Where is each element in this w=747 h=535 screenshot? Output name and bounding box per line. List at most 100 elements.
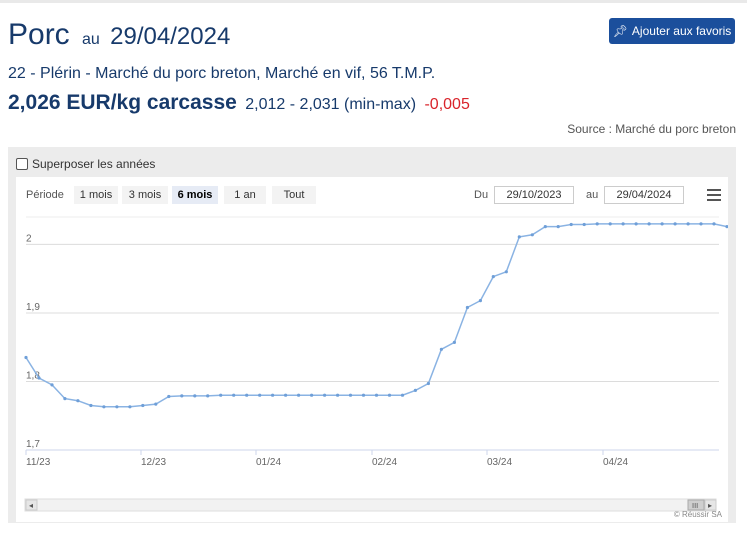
checkbox-icon[interactable]	[16, 158, 28, 170]
pin-icon: 📌︎	[612, 24, 628, 38]
range-button-3m[interactable]: 3 mois	[122, 186, 168, 204]
overlay-years-toggle[interactable]: Superposer les années	[16, 157, 155, 171]
data-point[interactable]	[660, 222, 664, 226]
data-point[interactable]	[76, 399, 80, 403]
credit-text: © Réussir SA	[673, 510, 722, 519]
x-tick-label: 04/24	[603, 457, 628, 468]
scroll-right-icon: ▸	[708, 501, 712, 510]
data-point[interactable]	[141, 403, 145, 408]
data-point[interactable]	[167, 394, 171, 399]
data-point[interactable]	[686, 222, 690, 226]
page-title: Porc au 29/04/2024	[8, 18, 230, 52]
data-point[interactable]	[543, 225, 547, 229]
data-point[interactable]	[232, 393, 236, 397]
scroll-right-button[interactable]	[704, 499, 717, 511]
data-point[interactable]	[608, 222, 612, 226]
current-price: 2,026 EUR/kg carcasse	[8, 91, 237, 114]
data-point[interactable]	[595, 222, 599, 226]
to-date-input[interactable]: 29/04/2024	[604, 186, 684, 204]
data-point[interactable]	[530, 233, 534, 237]
data-point[interactable]	[323, 393, 327, 397]
data-point[interactable]	[115, 405, 119, 409]
data-point[interactable]	[374, 393, 379, 397]
data-point[interactable]	[336, 393, 340, 397]
data-point[interactable]	[348, 393, 353, 397]
data-point[interactable]	[258, 393, 262, 397]
add-favorite-label: Ajouter aux favoris	[631, 24, 732, 38]
data-point[interactable]	[50, 383, 54, 387]
data-point[interactable]	[556, 225, 560, 229]
data-point[interactable]	[582, 222, 586, 227]
data-point[interactable]	[361, 393, 366, 397]
data-point[interactable]	[128, 405, 132, 409]
au-label: au	[82, 31, 100, 48]
data-point[interactable]	[491, 275, 495, 279]
market-subtitle: 22 - Plérin - Marché du porc breton, Mar…	[8, 65, 436, 82]
data-point[interactable]	[569, 222, 573, 227]
scroll-left-button[interactable]	[25, 499, 38, 511]
data-point[interactable]	[284, 393, 288, 397]
data-point[interactable]	[712, 222, 716, 226]
to-label: au	[586, 189, 599, 201]
data-point[interactable]	[102, 405, 106, 409]
grip-icon: III	[692, 502, 698, 510]
data-point[interactable]	[154, 402, 158, 406]
y-tick-label: 1,7	[26, 439, 40, 450]
range-button-1m[interactable]: 1 mois	[74, 186, 118, 204]
data-point[interactable]	[426, 381, 430, 386]
data-point[interactable]	[725, 225, 728, 229]
chart-menu-icon[interactable]	[707, 189, 721, 201]
data-point[interactable]	[297, 393, 301, 397]
range-button-1y[interactable]: 1 an	[224, 186, 266, 204]
data-point[interactable]	[310, 393, 314, 397]
range-button-6m[interactable]: 6 mois	[172, 186, 218, 204]
price-delta: -0,005	[424, 96, 470, 113]
data-point[interactable]	[206, 394, 210, 398]
periode-label: Période	[26, 189, 64, 201]
data-point[interactable]	[699, 222, 703, 226]
price-series-line	[25, 223, 728, 408]
data-point[interactable]	[452, 340, 456, 344]
from-label: Du	[474, 189, 489, 201]
from-date-input[interactable]: 29/10/2023	[494, 186, 574, 204]
data-point[interactable]	[245, 393, 249, 397]
chart-panel: Superposer les années Période 1 mois 3 m…	[8, 147, 736, 523]
data-point[interactable]	[634, 222, 638, 226]
price-chart: 1,7 1,8 1,9 2 11/23 12/23 01/24 02/24 03/24 04/2…	[24, 216, 728, 512]
data-point[interactable]	[465, 305, 469, 310]
data-point[interactable]	[37, 376, 41, 380]
navigator-scrollbar[interactable]	[24, 498, 717, 512]
price-min-max: 2,012 - 2,031 (min-max)	[245, 96, 417, 113]
x-tick-label: 11/23	[26, 457, 51, 468]
x-tick-label: 03/24	[487, 457, 512, 468]
data-point[interactable]	[387, 393, 392, 397]
scroll-left-icon: ◂	[29, 501, 33, 510]
x-tick-label: 12/23	[141, 457, 166, 468]
y-tick-label: 1,9	[26, 302, 40, 313]
source-note: Source : Marché du porc breton	[567, 122, 736, 136]
data-point[interactable]	[647, 222, 651, 226]
price-date: 29/04/2024	[110, 23, 231, 50]
data-point[interactable]	[219, 393, 223, 397]
data-point[interactable]	[180, 394, 184, 398]
data-point[interactable]	[413, 388, 417, 392]
product-name: Porc	[8, 18, 70, 51]
x-tick-label: 02/24	[372, 457, 397, 468]
data-point[interactable]	[24, 355, 28, 360]
scroll-thumb[interactable]	[687, 499, 705, 511]
add-favorite-button[interactable]: 📌︎ Ajouter aux favoris	[609, 18, 735, 44]
range-button-all[interactable]: Tout	[272, 186, 316, 204]
price-line: 2,026 EUR/kg carcasse 2,012 - 2,031 (min…	[8, 91, 470, 115]
data-point[interactable]	[271, 393, 275, 397]
data-point[interactable]	[63, 397, 67, 401]
chart-area: Période 1 mois 3 mois 6 mois 1 an Tout D…	[16, 177, 728, 522]
data-point[interactable]	[439, 347, 443, 351]
data-point[interactable]	[504, 270, 508, 274]
data-point[interactable]	[400, 393, 405, 397]
data-point[interactable]	[517, 235, 521, 239]
data-point[interactable]	[621, 222, 625, 226]
data-point[interactable]	[89, 403, 93, 408]
data-point[interactable]	[193, 394, 197, 398]
data-point[interactable]	[673, 222, 677, 226]
data-point[interactable]	[478, 299, 482, 303]
